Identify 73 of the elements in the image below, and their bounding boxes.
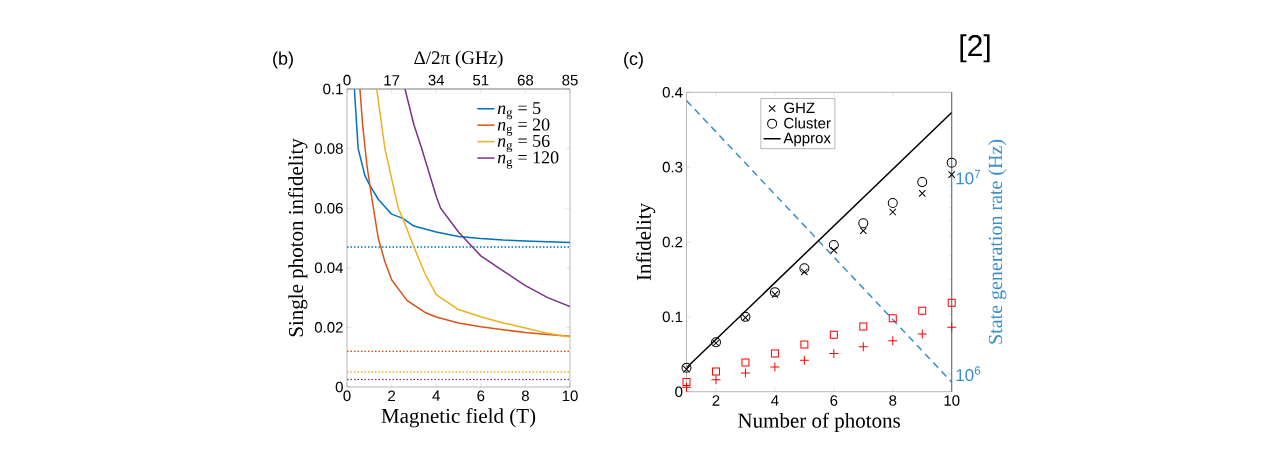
y2-tick-label: 10$^{7}$	[956, 169, 981, 185]
point	[829, 330, 838, 339]
y-tick-label: 0.04	[314, 262, 344, 274]
point	[828, 239, 839, 250]
x-tick-label: 4	[432, 390, 440, 401]
point	[740, 367, 751, 378]
point	[946, 157, 957, 168]
point	[769, 362, 780, 372]
x-tick-label: 10	[944, 395, 960, 406]
y-tick-label: 0.06	[314, 202, 343, 214]
x-tick-label: 0	[343, 390, 351, 402]
point	[859, 227, 867, 235]
y2-axis-title: State generation rate (Hz)	[988, 139, 1007, 344]
x-tick-label: 10	[562, 390, 578, 402]
point	[946, 322, 957, 333]
x2-tick-label: 85	[562, 74, 578, 86]
x-axis-title: Magnetic field (T)	[381, 408, 536, 428]
x2-axis-title: Δ/2π (GHz)	[414, 50, 503, 68]
y-tick-label: 0	[335, 381, 343, 393]
point	[948, 170, 956, 179]
x-tick-label: 2	[712, 395, 720, 406]
y-tick-label: 0.2	[662, 236, 683, 248]
point	[917, 329, 928, 340]
y-axis-title: Single photon infidelity	[288, 138, 308, 337]
point	[947, 298, 956, 307]
x-tick-label: 2	[388, 390, 396, 402]
point	[887, 335, 898, 346]
legend-label: n$_{g}$ = 120	[497, 151, 559, 169]
x-tick-label: 4	[771, 395, 779, 406]
text: (b)	[273, 51, 293, 69]
point	[800, 340, 809, 349]
point	[828, 348, 839, 359]
line-series	[404, 89, 570, 308]
legend-label: Approx	[783, 132, 831, 147]
point	[917, 177, 928, 188]
point	[711, 367, 720, 376]
line-series	[353, 89, 570, 244]
point	[800, 268, 809, 276]
point	[888, 314, 897, 323]
point	[799, 263, 810, 274]
text: [2]	[960, 34, 990, 63]
x-tick-label: 8	[521, 390, 529, 402]
x-tick-label: 8	[889, 395, 897, 406]
x-axis-title: Number of photons	[738, 412, 900, 432]
x2-tick-label: 0	[343, 74, 351, 86]
y-tick-label: 0.02	[314, 322, 343, 333]
y-axis-title: Infidelity	[635, 203, 656, 281]
x-tick-label: 6	[830, 395, 838, 406]
point	[710, 374, 721, 385]
point	[799, 355, 810, 366]
point	[887, 198, 898, 209]
x2-tick-label: 51	[473, 74, 489, 86]
point	[889, 208, 897, 216]
point	[770, 349, 779, 358]
point	[859, 322, 868, 331]
y-tick-label: 0.4	[662, 86, 683, 98]
y-tick-label: 0.1	[323, 83, 343, 95]
point	[741, 358, 750, 367]
y-tick-label: 0.3	[662, 161, 683, 173]
y-tick-label: 0.1	[662, 311, 683, 323]
point	[918, 189, 926, 198]
x2-tick-label: 34	[428, 74, 445, 86]
point	[918, 306, 927, 315]
y-tick-label: 0.08	[314, 143, 343, 154]
y2-tick-label: 10$^{6}$	[956, 366, 981, 382]
point	[858, 341, 869, 352]
x2-tick-label: 17	[384, 75, 400, 86]
x2-tick-label: 68	[517, 74, 534, 86]
legend-label: GHZ	[784, 102, 815, 114]
point	[858, 218, 869, 229]
text: (c)	[624, 51, 643, 69]
legend-label: Cluster	[784, 117, 831, 129]
x-tick-label: 6	[477, 390, 485, 402]
